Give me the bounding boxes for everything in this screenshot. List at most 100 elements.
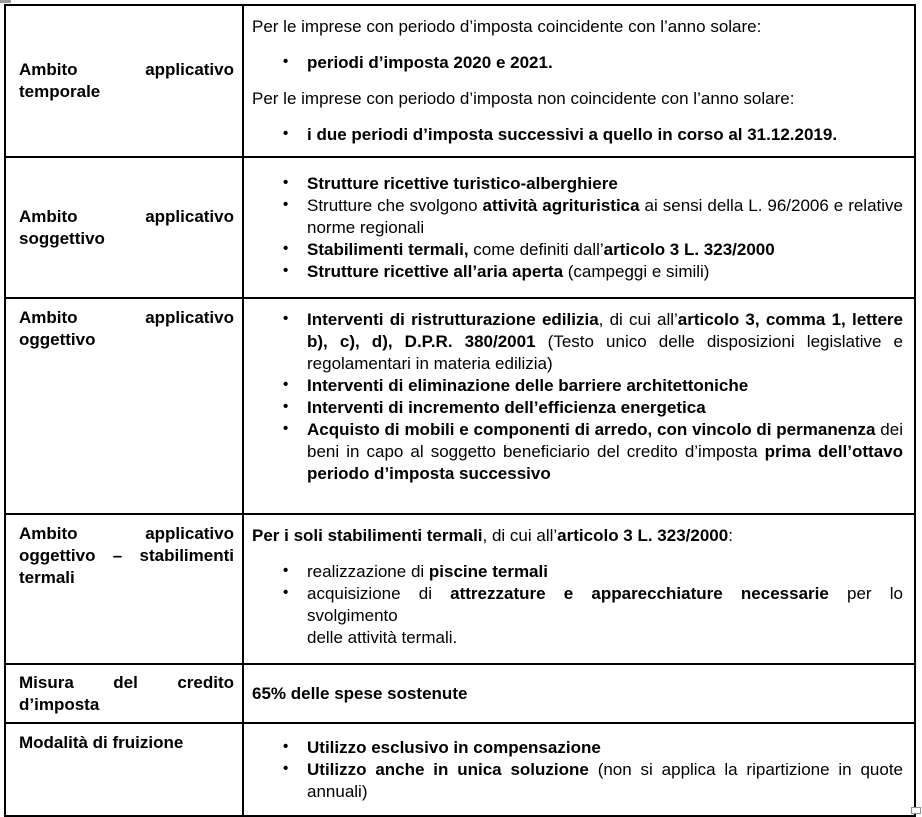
text-run-bold: articolo 3 L. 323/2000 [557,526,729,545]
bullet-list: • realizzazione di piscine termali • acquis… [252,561,903,649]
row-label-cell: Ambito applicativo soggettivo [4,156,244,299]
row-label-cell: Modalità di fruizione [4,722,244,817]
text-run-bold: Strutture ricettive all’aria aperta [307,261,564,281]
paragraph: Per le imprese con periodo d’imposta non… [252,88,903,110]
bullet-dot-icon: • [283,562,289,579]
bullet-item: • Stabilimenti termali, come definiti dal… [283,239,903,261]
text-run-bold: articolo 3 L. 323/2000 [603,239,775,259]
row-label-cell: Misura del credito d’imposta [4,663,244,724]
bullet-dot-icon: • [283,261,289,279]
row-label: Ambito applicativo temporale [19,60,234,101]
bullet-dot-icon: • [283,239,289,257]
text-run: (campeggi e simili) [563,261,710,281]
bullet-item: • Strutture ricettive all’aria aperta (ca… [283,261,903,283]
paragraph: Per i soli stabilimenti termali, di cui … [252,525,903,547]
text-run-bold: Utilizzo anche in unica soluzione [307,759,589,779]
bullet-dot-icon: • [283,173,289,191]
summary-table: Ambito applicativo temporale Per le impre… [4,4,916,817]
bullet-item: • periodi d’imposta 2020 e 2021. [283,52,903,74]
table-move-handle-artifact [0,0,11,3]
row-label-cell: Ambito applicativo temporale [4,4,244,158]
row-content-cell: • Strutture ricettive turistico-alberghie… [242,156,916,299]
bullet-item: • acquisizione di attrezzature e apparecc… [283,583,903,649]
row-label: Ambito applicativo oggettivo [19,308,234,349]
bullet-dot-icon: • [283,759,289,777]
text-run-bold: periodi d’imposta 2020 e 2021. [307,53,553,72]
text-run: (Testo unico delle disposizioni legislat… [307,332,903,373]
paragraph: 65% delle spese sostenute [252,683,903,705]
bullet-dot-icon: • [283,584,289,601]
bullet-item: • Interventi di incremento dell’efficienz… [283,397,903,419]
text-run: per lo svolgimento [307,584,903,625]
text-run: ai sensi della L. 96/2006 e relative nor… [307,195,903,237]
bullet-item: • Utilizzo anche in unica soluzione (non … [283,759,904,803]
bullet-list: • Utilizzo esclusivo in compensazione • Uti… [252,737,903,803]
bullet-dot-icon: • [283,53,289,70]
table-body: Ambito applicativo temporale Per le impre… [4,4,916,817]
bullet-list: • i due periodi d’imposta successivi a qu… [252,124,903,146]
text-run-bold: attività agrituristica [482,195,640,215]
table-row: Misura del credito d’imposta 65% delle sp… [4,663,916,724]
table-row: Ambito applicativo soggettivo • Strutture … [4,156,916,299]
bullet-dot-icon: • [283,398,289,415]
bullet-dot-icon: • [283,737,289,755]
row-label: Misura del credito d’imposta [19,672,234,714]
text-run: , di cui all’ [482,526,558,545]
text-run: come definiti dall’ [468,239,604,259]
bullet-item: • Strutture ricettive turistico-alberghie… [283,173,903,195]
text-run-bold: Utilizzo esclusivo in compensazione [307,737,601,757]
row-label-cell: Ambito applicativo oggettivo – stabilime… [4,513,244,665]
text-run-bold: i due periodi d’imposta successivi a que… [307,125,838,144]
text-run-bold: Acquisto di mobili e componenti di arred… [307,420,876,439]
text-run: delle attività termali. [307,628,458,647]
text-run: dei beni in capo al soggetto beneficiari… [307,420,903,461]
bullet-list: • periodi d’imposta 2020 e 2021. [252,52,903,74]
text-run-bold: 65% delle spese sostenute [252,683,468,703]
text-run: acquisizione di [307,584,451,603]
row-label: Ambito applicativo soggettivo [19,206,234,248]
text-run-bold: piscine termali [428,562,548,581]
text-run: Per le imprese con periodo d’imposta coi… [252,17,762,36]
text-run-bold: Interventi di incremento dell’efficienza… [307,398,706,417]
bullet-dot-icon: • [283,420,289,437]
bullet-item: • realizzazione di piscine termali [283,561,903,583]
row-content-cell: • Interventi di ristrutturazione edilizia… [242,297,916,515]
text-run-bold: Strutture ricettive turistico-alberghier… [307,173,618,193]
table-row: Ambito applicativo oggettivo – stabilime… [4,513,916,665]
table-row: Ambito applicativo oggettivo • Interventi … [4,297,916,515]
bullet-item: • Interventi di eliminazione delle barrie… [283,375,903,397]
bullet-item: • Interventi di ristrutturazione edilizia… [283,309,903,375]
bullet-dot-icon: • [283,310,289,327]
bullet-dot-icon: • [283,376,289,393]
text-run-bold: prima dell’ottavo periodo d’imposta succ… [307,442,904,483]
text-run: , di cui all’ [598,310,678,329]
text-run-bold: Interventi di ristrutturazione edilizia [307,310,599,329]
text-run-bold: Per i soli stabilimenti termali [252,526,483,545]
text-run: : [728,526,733,545]
row-content-cell: Per le imprese con periodo d’imposta coi… [242,4,916,158]
text-run: realizzazione di [307,562,429,581]
row-content-cell: Per i soli stabilimenti termali, di cui … [242,513,916,665]
table-row: Modalità di fruizione • Utilizzo esclusivo… [4,722,916,817]
text-run-bold: articolo 3, comma 1, lettere b), c), d),… [307,310,903,351]
bullet-dot-icon: • [283,195,289,213]
table-resize-handle-artifact [911,807,921,814]
row-label: Modalità di fruizione [19,733,184,752]
row-label: Ambito applicativo oggettivo – stabilime… [19,524,234,587]
bullet-list: • Interventi di ristrutturazione edilizia… [252,309,903,485]
bullet-item: • Utilizzo esclusivo in compensazione [283,737,903,759]
row-content-cell: 65% delle spese sostenute [242,663,916,724]
text-run-bold: attrezzature e apparecchiature necessari… [450,584,829,603]
text-run: (non si applica la ripartizione in quote… [307,759,904,801]
row-content-cell: • Utilizzo esclusivo in compensazione • Uti… [242,722,916,817]
bullet-item: • Strutture che svolgono attività agritur… [283,195,903,239]
bullet-list: • Strutture ricettive turistico-alberghie… [252,173,903,283]
row-label-cell: Ambito applicativo oggettivo [4,297,244,515]
paragraph: Per le imprese con periodo d’imposta coi… [252,16,903,38]
bullet-item: • i due periodi d’imposta successivi a qu… [283,124,903,146]
bullet-item: • Acquisto di mobili e componenti di arre… [283,419,904,485]
bullet-dot-icon: • [283,125,289,142]
text-run-bold: Interventi di eliminazione delle barrier… [307,376,749,395]
table-row: Ambito applicativo temporale Per le impre… [4,4,916,158]
text-run: Strutture che svolgono [307,195,483,215]
